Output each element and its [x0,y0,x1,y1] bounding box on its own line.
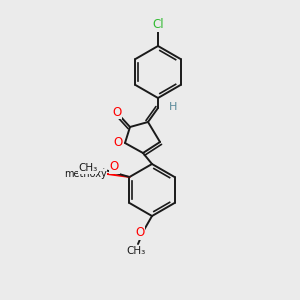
Text: Cl: Cl [152,19,164,32]
Text: O: O [110,160,119,173]
Text: O: O [112,106,122,118]
Text: CH₃: CH₃ [78,163,98,173]
Text: methoxy: methoxy [64,169,107,179]
Text: O: O [93,167,102,181]
Text: H: H [169,102,177,112]
Text: O: O [113,136,123,149]
Text: O: O [135,226,145,239]
Text: CH₃: CH₃ [126,246,146,256]
